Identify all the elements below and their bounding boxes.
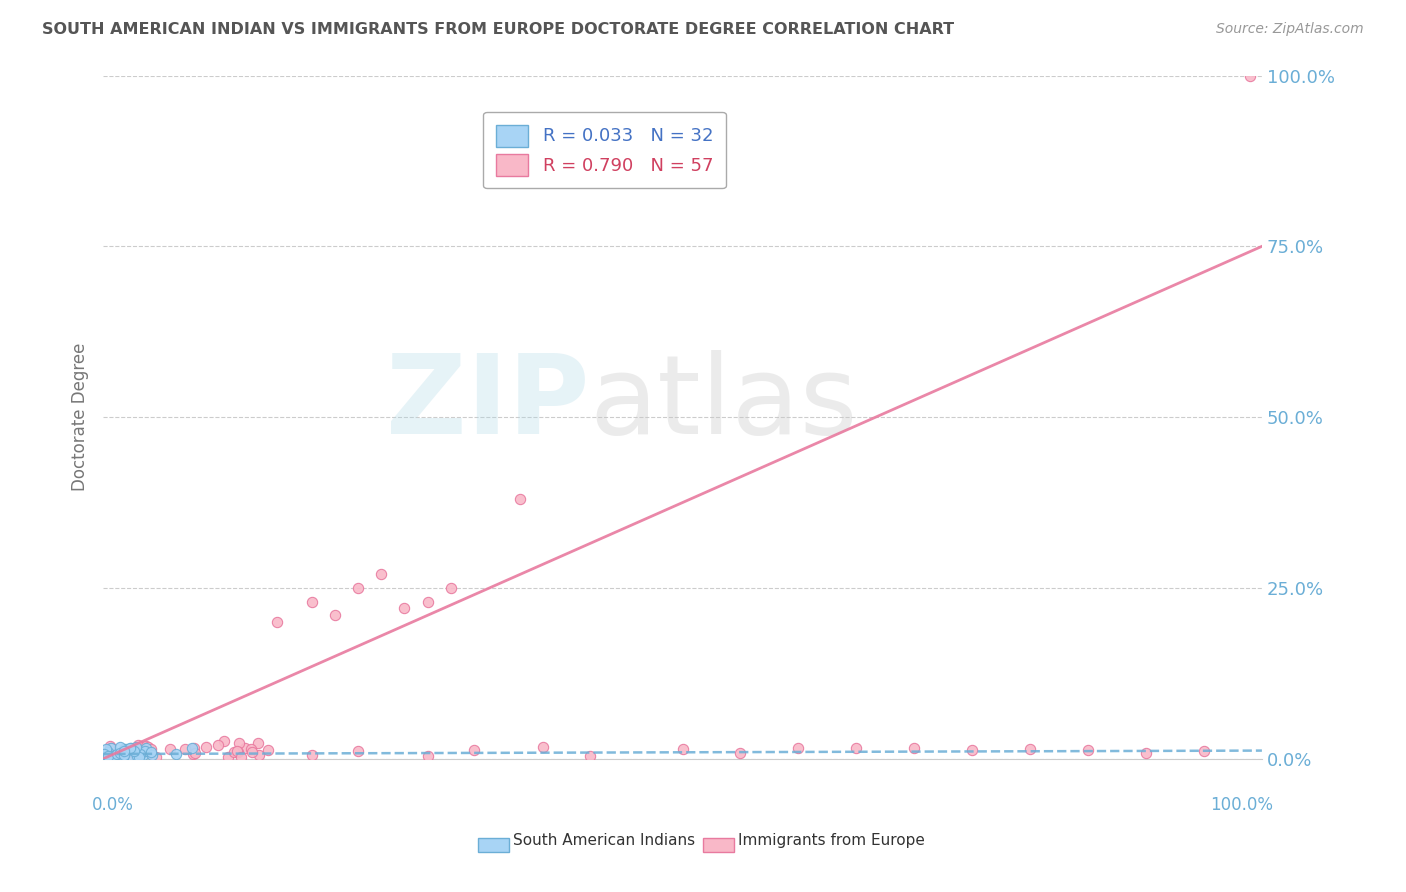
Text: SOUTH AMERICAN INDIAN VS IMMIGRANTS FROM EUROPE DOCTORATE DEGREE CORRELATION CHA: SOUTH AMERICAN INDIAN VS IMMIGRANTS FROM… xyxy=(42,22,955,37)
Text: Source: ZipAtlas.com: Source: ZipAtlas.com xyxy=(1216,22,1364,37)
Point xyxy=(134,744,156,758)
Point xyxy=(114,746,136,760)
Point xyxy=(301,747,323,762)
Text: atlas: atlas xyxy=(589,350,858,457)
Point xyxy=(960,743,983,757)
Point xyxy=(181,741,204,756)
Point xyxy=(1192,744,1215,758)
Point xyxy=(266,615,288,629)
Point xyxy=(181,747,204,762)
Point xyxy=(247,747,270,762)
Point xyxy=(100,741,122,756)
Point xyxy=(228,736,250,750)
Point xyxy=(247,736,270,750)
Point xyxy=(440,581,463,595)
Point xyxy=(125,748,148,763)
Point xyxy=(416,749,439,764)
Point xyxy=(671,741,693,756)
Point xyxy=(323,608,346,623)
Text: Immigrants from Europe: Immigrants from Europe xyxy=(738,833,925,848)
Text: ZIP: ZIP xyxy=(387,350,589,457)
Point xyxy=(509,492,531,507)
Point xyxy=(136,740,159,755)
Point xyxy=(845,740,868,755)
Point xyxy=(101,749,124,764)
Point xyxy=(240,745,263,759)
Point xyxy=(98,750,121,764)
Point xyxy=(416,594,439,608)
Text: 0.0%: 0.0% xyxy=(91,797,134,814)
Point xyxy=(125,749,148,764)
Point xyxy=(141,746,163,760)
Point xyxy=(226,745,249,759)
Point xyxy=(120,740,142,755)
Point xyxy=(533,740,555,755)
Point xyxy=(347,581,370,595)
Point xyxy=(1239,69,1261,83)
Point xyxy=(173,741,195,756)
Point xyxy=(135,740,157,755)
Point xyxy=(120,741,142,756)
Point xyxy=(127,738,149,752)
Legend: R = 0.033   N = 32, R = 0.790   N = 57: R = 0.033 N = 32, R = 0.790 N = 57 xyxy=(484,112,725,188)
Point xyxy=(463,743,485,757)
Point xyxy=(141,742,163,756)
Point xyxy=(108,739,131,754)
Point xyxy=(112,749,135,764)
Point xyxy=(903,740,925,755)
Point xyxy=(229,750,252,764)
Point xyxy=(212,734,235,748)
Point xyxy=(94,741,117,756)
Point xyxy=(240,741,263,756)
Point xyxy=(139,745,162,759)
Point xyxy=(194,739,217,754)
Text: 100.0%: 100.0% xyxy=(1211,797,1274,814)
Text: South American Indians: South American Indians xyxy=(513,833,696,848)
Point xyxy=(394,601,416,615)
Point xyxy=(207,738,229,752)
Point xyxy=(100,739,122,753)
Point xyxy=(347,743,370,757)
Point xyxy=(115,746,138,760)
Point xyxy=(93,747,115,761)
Point xyxy=(730,746,752,760)
Point xyxy=(301,594,323,608)
Point xyxy=(145,749,167,764)
Point xyxy=(1019,742,1042,756)
Point xyxy=(114,744,136,758)
Point xyxy=(97,749,120,764)
Point xyxy=(1135,746,1157,760)
Point xyxy=(108,746,131,760)
Point xyxy=(132,747,155,762)
Point xyxy=(114,741,136,756)
Point xyxy=(217,749,239,764)
Point xyxy=(226,744,249,758)
Point xyxy=(100,741,122,756)
Point xyxy=(787,741,810,756)
Point xyxy=(578,749,600,764)
Point xyxy=(370,567,392,582)
Point xyxy=(183,741,205,756)
Point xyxy=(159,742,181,756)
Point xyxy=(97,745,120,759)
Point xyxy=(128,750,150,764)
Point xyxy=(257,743,280,757)
Y-axis label: Doctorate Degree: Doctorate Degree xyxy=(72,343,89,491)
Point xyxy=(121,750,143,764)
Point xyxy=(118,740,141,755)
Point xyxy=(184,746,207,760)
Point xyxy=(141,747,163,762)
Point xyxy=(122,744,145,758)
Point xyxy=(112,748,135,763)
Point xyxy=(105,747,128,761)
Point xyxy=(165,747,187,761)
Point xyxy=(129,747,152,762)
Point xyxy=(222,745,245,759)
Point xyxy=(233,741,256,756)
Point xyxy=(93,747,115,762)
Point xyxy=(135,739,157,753)
Point xyxy=(112,742,135,756)
Point xyxy=(1077,742,1099,756)
Point xyxy=(124,740,146,755)
